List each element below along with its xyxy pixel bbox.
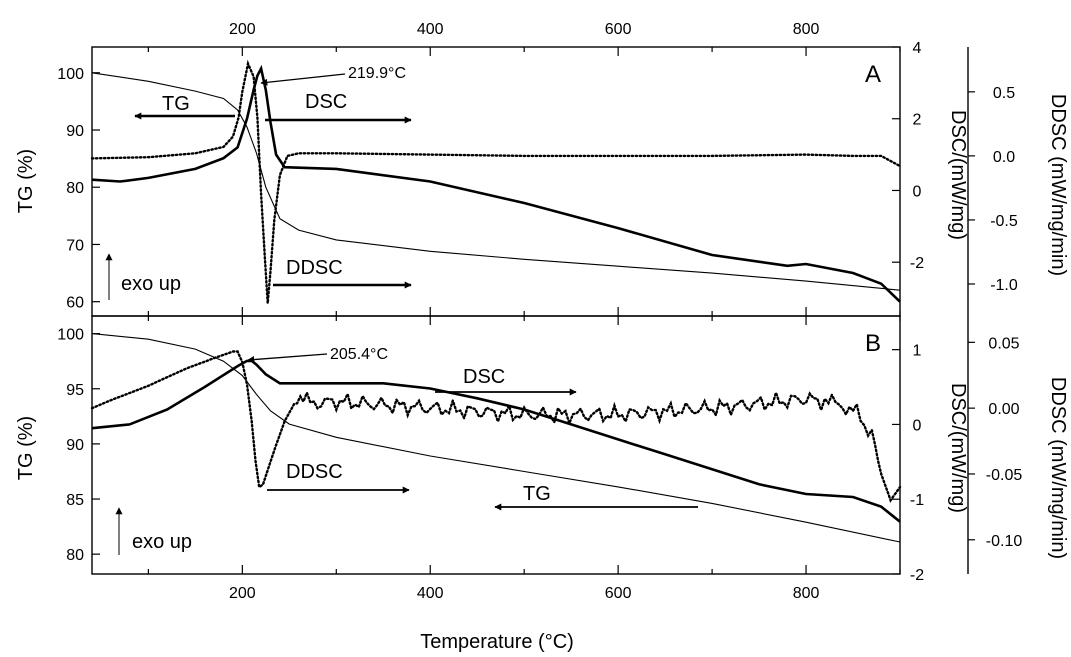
panel-a-ddsc-arrow-label: DDSC (286, 257, 343, 279)
series-dsc-line (91, 64, 901, 303)
ddsc-axis-tick-label: -0.10 (986, 533, 1023, 550)
panel-a-dsc-axis-label: DSC/(mW/mg) (947, 110, 969, 240)
ddsc-axis-tick-label: 0.00 (988, 401, 1019, 418)
x-top-tick-label: 200 (229, 21, 256, 38)
panel-b-peak-label: 205.4°C (330, 346, 388, 363)
dsc-axis-tick-label: 1 (913, 343, 922, 360)
dsc-axis-tick-label: 2 (913, 112, 922, 129)
panel-b-axes-ticks: 100 95 90 85 80 1 0 -1 -2 0.05 0.00 -0.05 -0.10 (57, 327, 1022, 584)
tg-axis-tick-label: 95 (66, 382, 84, 399)
dsc-axis-tick-label: -2 (910, 567, 924, 584)
series-ddsc-line (90, 59, 902, 304)
panel-a-dsc-arrow-label: DSC (305, 91, 347, 113)
x-bottom-tick-label: 200 (229, 585, 256, 602)
panel-a-frame (91, 46, 901, 317)
x-top-tick-label: 400 (417, 21, 444, 38)
x-bottom-tick-label: 400 (417, 585, 444, 602)
ddsc-axis-tick-label: 0.0 (993, 149, 1015, 166)
tg-axis-tick-label: 60 (66, 295, 84, 312)
panel-b-series (90, 333, 902, 543)
x-bottom-tick-label: 800 (793, 585, 820, 602)
tg-axis-tick-label: 85 (66, 492, 84, 509)
ddsc-axis-tick-label: -1.0 (990, 277, 1018, 294)
ddsc-axis-tick-label: 0.5 (993, 85, 1015, 102)
dsc-axis-tick-label: 0 (913, 183, 922, 200)
dsc-axis-tick-label: -1 (910, 492, 924, 509)
tg-axis-tick-label: 90 (66, 123, 84, 140)
x-bottom-tick-label: 600 (605, 585, 632, 602)
tg-axis-tick-label: 70 (66, 237, 84, 254)
tg-axis-tick-label: 80 (66, 547, 84, 564)
panel-b-ddsc-axis-label: DDSC (mW/mg/min) (1047, 377, 1069, 559)
series-tg-line (91, 72, 901, 291)
panel-a: 100 90 80 70 60 4 2 0 -2 0.5 0.0 -0.5 -1.0 A 219.9°C… (15, 40, 1069, 317)
panel-b-dsc-arrow-label: DSC (463, 366, 505, 388)
tg-axis-tick-label: 100 (57, 66, 84, 83)
panel-a-letter: A (865, 61, 881, 88)
panel-a-peak-arrow (260, 73, 346, 86)
series-tg-line (91, 333, 901, 543)
panel-b: 100 95 90 85 80 1 0 -1 -2 0.05 0.00 -0.05 -0.10 B 20… (15, 315, 1069, 584)
x-axis-ticks: 200 400 600 800 200 400 600 800 (147, 21, 901, 602)
series-dsc-line (91, 359, 901, 523)
panel-b-dsc-axis-label: DSC/(mW/mg) (947, 383, 969, 513)
x-axis-label: Temperature (°C) (420, 631, 574, 653)
ddsc-axis-tick-label: -0.05 (986, 467, 1023, 484)
ddsc-axis-tick-label: -0.5 (990, 213, 1018, 230)
panel-a-tg-axis-label: TG (%) (15, 149, 37, 213)
panel-b-tg-axis-label: TG (%) (15, 416, 37, 480)
x-top-tick-label: 600 (605, 21, 632, 38)
dsc-axis-tick-label: -2 (910, 255, 924, 272)
panel-a-axes-ticks: 100 90 80 70 60 4 2 0 -2 0.5 0.0 -0.5 -1.0 (57, 40, 1018, 312)
tg-axis-tick-label: 80 (66, 180, 84, 197)
panel-a-peak-label: 219.9°C (348, 65, 406, 82)
panel-b-frame (91, 315, 901, 575)
panel-a-exo-label: exo up (121, 273, 181, 295)
dsc-axis-tick-label: 4 (913, 40, 922, 57)
x-top-tick-label: 800 (793, 21, 820, 38)
tg-axis-tick-label: 100 (57, 327, 84, 344)
tg-axis-tick-label: 90 (66, 437, 84, 454)
panel-b-letter: B (865, 330, 881, 357)
panel-b-exo-label: exo up (132, 531, 192, 553)
panel-a-tg-arrow-label: TG (162, 93, 190, 115)
panel-a-series (90, 59, 902, 304)
panel-b-tg-arrow-label: TG (523, 483, 551, 505)
panel-b-ddsc-arrow-label: DDSC (286, 461, 343, 483)
dsc-axis-tick-label: 0 (913, 417, 922, 434)
panel-a-ddsc-axis-label: DDSC (mW/mg/min) (1047, 94, 1069, 276)
series-ddsc-line (90, 350, 902, 503)
ddsc-axis-tick-label: 0.05 (988, 335, 1019, 352)
panel-b-peak-arrow (247, 353, 328, 364)
